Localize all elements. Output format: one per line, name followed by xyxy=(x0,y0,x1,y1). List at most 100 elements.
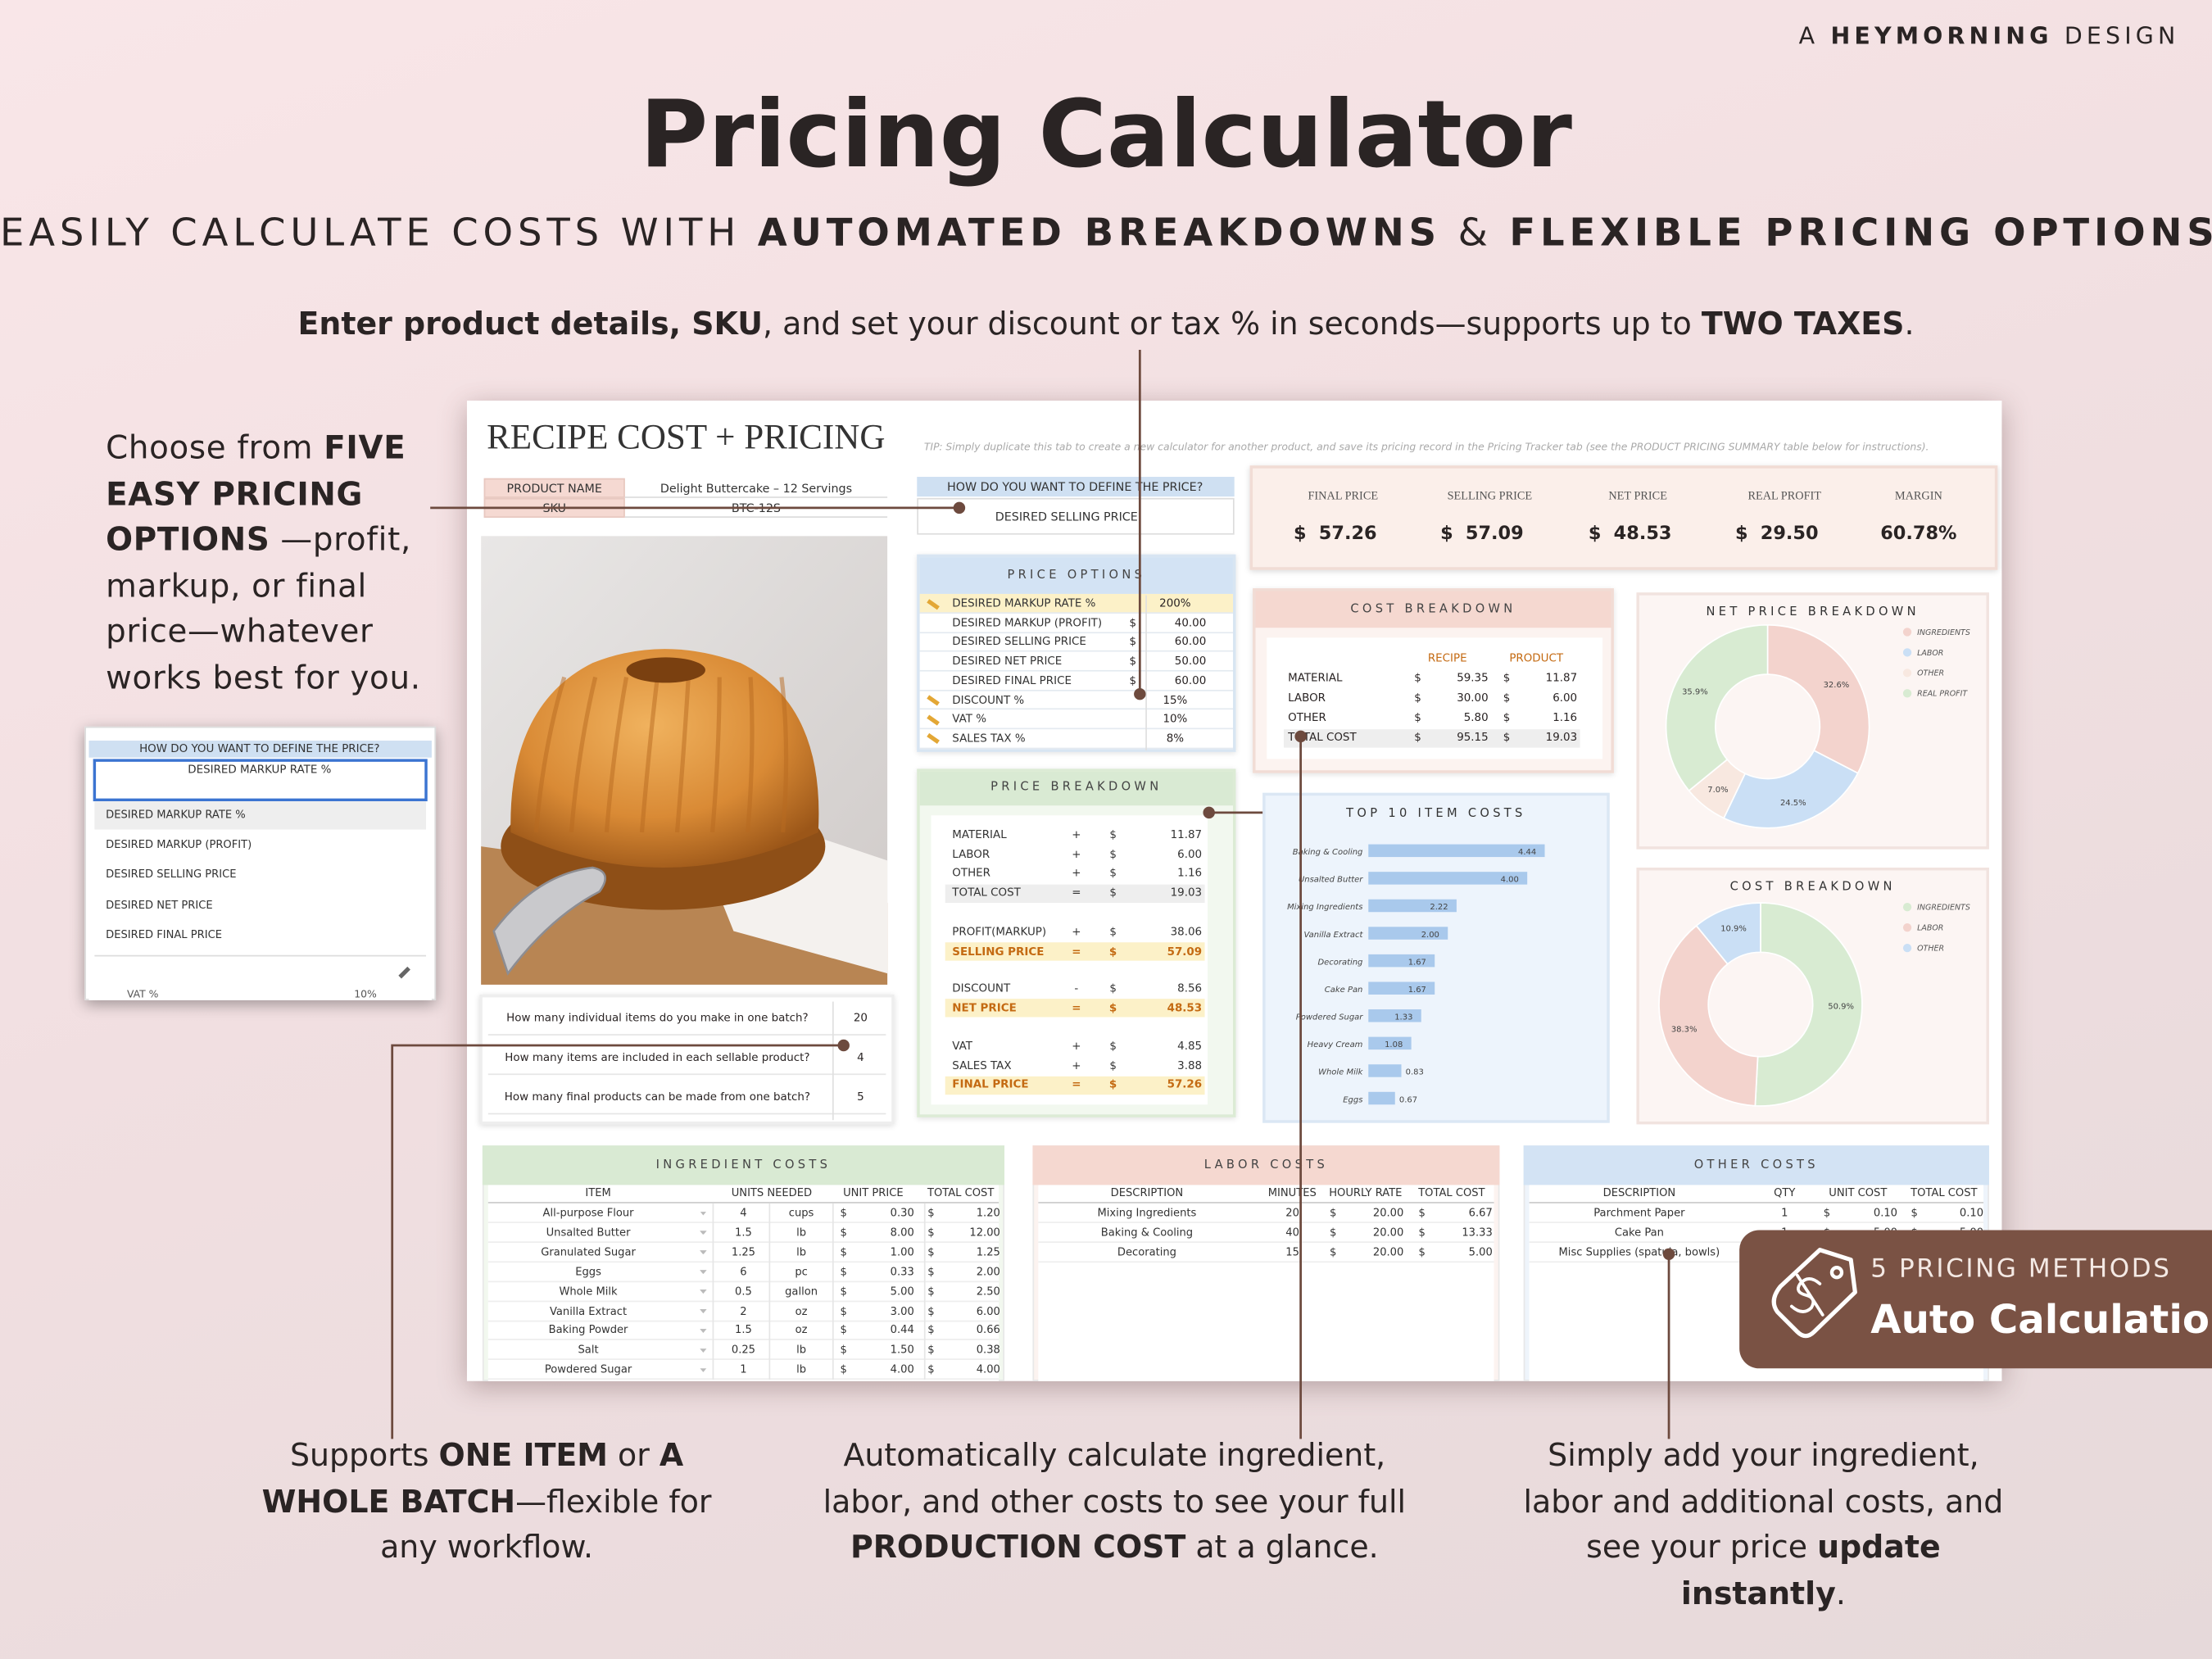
table-cell: Whole Milk xyxy=(559,1284,618,1298)
cost-value: 30.00 xyxy=(1457,691,1489,705)
table-cell: All-purpose Flour xyxy=(542,1206,634,1219)
table-cell: Salt xyxy=(578,1343,599,1357)
text-segment: —flexible for any workflow. xyxy=(380,1484,712,1566)
cake-hole xyxy=(626,657,705,683)
summary-label: REAL PROFIT xyxy=(1747,489,1822,503)
text-segment: , and set your discount or tax % in seco… xyxy=(763,307,1702,343)
section-title: OTHER COSTS xyxy=(1693,1158,1819,1172)
badge-line1: 5 PRICING METHODS xyxy=(1870,1253,2172,1284)
bar-value-label: 0.67 xyxy=(1399,1095,1417,1104)
summary-label: FINAL PRICE xyxy=(1308,489,1379,503)
popup-option-text: DESIRED NET PRICE xyxy=(106,898,213,911)
breakdown-value: 57.26 xyxy=(1167,1078,1203,1091)
legend-swatch xyxy=(1902,648,1912,657)
table-cell: $ xyxy=(840,1265,847,1278)
donut-value-label: 38.3% xyxy=(1671,1025,1698,1034)
breakdown-label: TOTAL COST xyxy=(952,886,1021,900)
text-segment: DESIGN xyxy=(2052,22,2180,50)
column-header: UNITS NEEDED xyxy=(731,1186,813,1199)
popup-option xyxy=(94,891,427,920)
table-cell: 1 xyxy=(740,1362,747,1376)
row-rule xyxy=(487,1280,999,1282)
cost-currency: $ xyxy=(1503,671,1511,685)
dropdown-chevron xyxy=(700,1290,707,1294)
batch-question: How many items are included in each sell… xyxy=(505,1050,810,1064)
table-cell: 3.00 xyxy=(890,1303,914,1317)
table-cell: 1.00 xyxy=(890,1245,914,1258)
product-value-cell xyxy=(624,498,888,518)
legend-label: OTHER xyxy=(1917,945,1944,954)
table-cell: 0.10 xyxy=(1873,1206,1898,1219)
summary-value: 60.78% xyxy=(1880,523,1957,545)
header-rule xyxy=(1529,1202,1984,1203)
breakdown-value: 48.53 xyxy=(1167,1001,1203,1014)
table-cell: 0.5 xyxy=(735,1284,752,1298)
bar-value-label: 1.33 xyxy=(1394,1013,1412,1022)
table-cell: 40 xyxy=(1285,1226,1299,1239)
table-cell: Baking & Cooling xyxy=(1100,1226,1194,1239)
table-cell: 12.00 xyxy=(969,1226,1000,1239)
donut-chart: 50.9% 38.3% 10.9% INGREDIENTS LABOR OTHER xyxy=(1658,902,1970,1107)
option-row xyxy=(919,613,1233,633)
option-value: 60.00 xyxy=(1174,635,1207,649)
summary-currency: $ xyxy=(1734,523,1748,545)
breakdown-label: NET PRICE xyxy=(952,1001,1017,1014)
column-divider xyxy=(1145,595,1147,751)
breakdown-highlight xyxy=(945,942,1205,961)
breakdown-label: PROFIT(MARKUP) xyxy=(952,925,1047,939)
text-segment: —profit, markup, or final price—whatever… xyxy=(106,522,421,697)
column-header: TOTAL COST xyxy=(1418,1186,1485,1199)
breakdown-operator: = xyxy=(1072,1078,1081,1091)
donut-value-label: 24.5% xyxy=(1780,799,1806,808)
table-cell: 0.30 xyxy=(890,1206,914,1219)
summary-value: 57.26 xyxy=(1318,523,1377,545)
peek-label: VAT % xyxy=(126,987,159,1000)
option-label: VAT % xyxy=(952,712,987,726)
callout-bottom-left: Supports ONE ITEM or A WHOLE BATCH—flexi… xyxy=(261,1435,713,1572)
product-label: PRODUCT NAME xyxy=(506,481,602,496)
text-segment: . xyxy=(1904,307,1915,343)
text-segment: A xyxy=(1798,22,1831,50)
summary-panel xyxy=(1249,465,1998,570)
page-title: Pricing Calculator xyxy=(640,80,1572,189)
text-segment: PRODUCTION COST xyxy=(850,1530,1186,1566)
table-cell: 5.00 xyxy=(890,1284,914,1298)
table-cell: 8.00 xyxy=(890,1226,914,1239)
bar xyxy=(1368,954,1435,968)
batch-panel xyxy=(479,994,895,1125)
table-cell: 1.50 xyxy=(890,1343,914,1357)
table-cell: $ xyxy=(840,1245,847,1258)
callout-bottom-center: Automatically calculate ingredient, labo… xyxy=(818,1435,1411,1572)
option-value: 60.00 xyxy=(1174,673,1207,687)
row-rule xyxy=(487,1261,999,1262)
table-cell: 20.00 xyxy=(1372,1206,1404,1219)
bar xyxy=(1368,899,1457,913)
popup-option-text: DESIRED MARKUP (PROFIT) xyxy=(106,838,252,851)
table-cell: $ xyxy=(840,1362,847,1376)
section-title: INGREDIENT COSTS xyxy=(655,1158,832,1172)
cake-ridge xyxy=(674,677,691,833)
product-value: Delight Buttercake – 12 Servings xyxy=(660,481,853,496)
breakdown-operator: - xyxy=(1074,981,1079,995)
breakdown-value: 6.00 xyxy=(1177,847,1203,860)
cake-ridge xyxy=(533,676,567,833)
legend-swatch xyxy=(1902,669,1912,678)
batch-row xyxy=(487,1081,886,1115)
table-cell: Unsalted Butter xyxy=(546,1226,631,1239)
table-cell: 0.44 xyxy=(890,1323,914,1337)
row-rule xyxy=(1529,1222,1984,1223)
donut-value-label: 50.9% xyxy=(1828,1003,1854,1012)
breakdown-value: 57.09 xyxy=(1167,945,1203,958)
column-divider xyxy=(923,1203,926,1380)
column-header: HOURLY RATE xyxy=(1329,1186,1403,1199)
breakdown-operator: + xyxy=(1072,1058,1081,1072)
summary-currency: $ xyxy=(1294,523,1307,545)
breakdown-currency: $ xyxy=(1109,886,1117,900)
bar xyxy=(1368,981,1435,995)
option-label: DESIRED FINAL PRICE xyxy=(952,673,1072,687)
option-label: DESIRED SELLING PRICE xyxy=(952,635,1086,649)
column-divider xyxy=(768,1203,771,1380)
donut-value-label: 32.6% xyxy=(1824,681,1850,690)
breakdown-currency: $ xyxy=(1109,1058,1117,1072)
breakdown-label: FINAL PRICE xyxy=(952,1078,1029,1091)
